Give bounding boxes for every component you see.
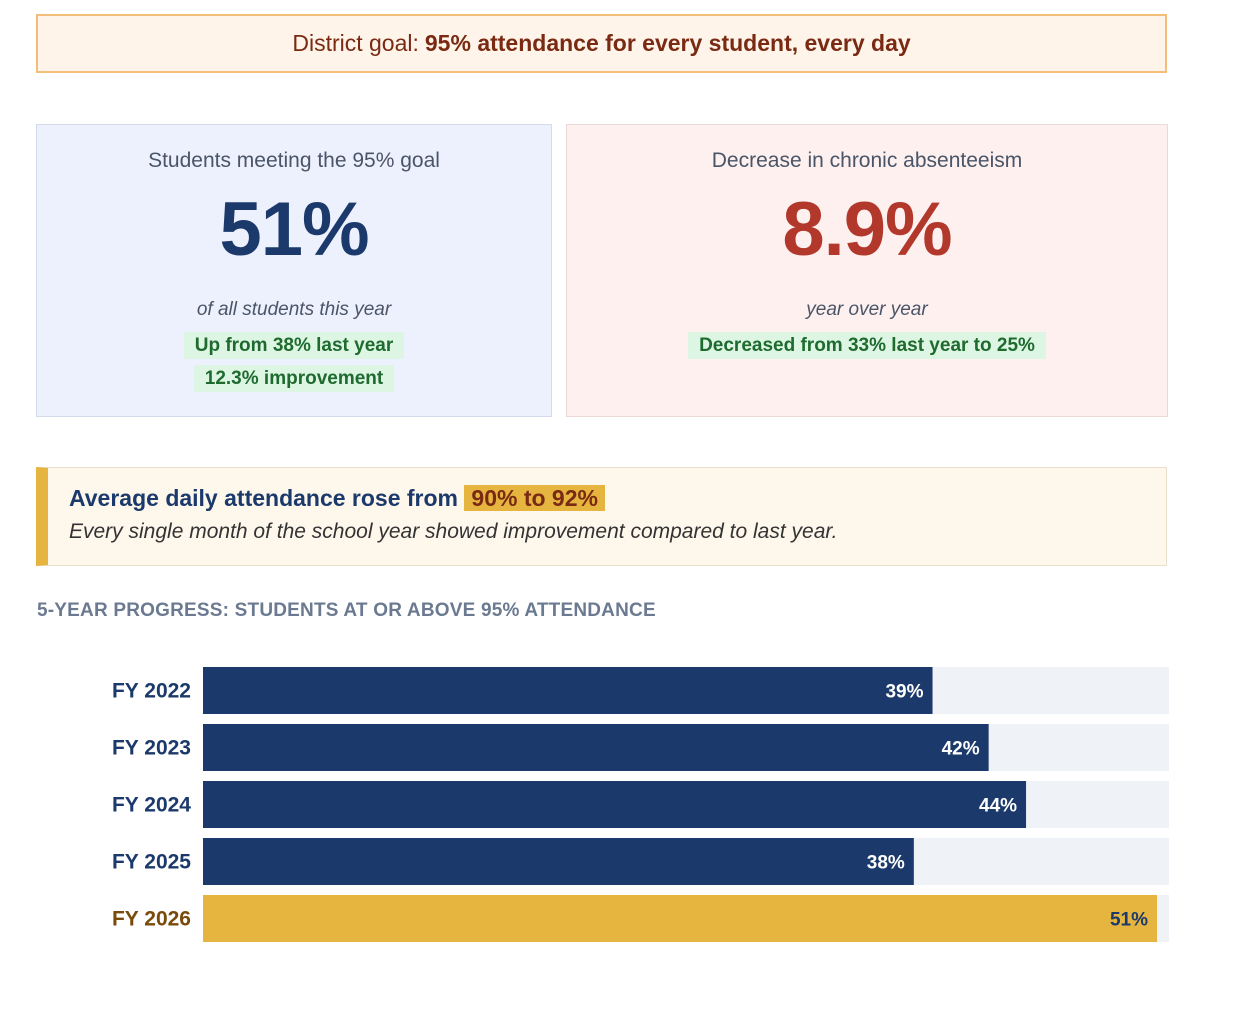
value-label: 51% (1110, 910, 1148, 931)
absenteeism-value: 8.9% (782, 187, 952, 272)
category-label: FY 2023 (112, 737, 191, 760)
progress-bar-chart: FY 2022 39% FY 2023 42% FY 2024 44% FY 2025 38%… (112, 667, 1169, 942)
bar-fy-2026 (203, 895, 1157, 942)
goal-text: 95% attendance for every student, every … (424, 30, 911, 56)
goal-label: District goal: (292, 30, 419, 56)
bar-fy-2025 (203, 838, 914, 885)
bar-fy-2024 (203, 781, 1027, 828)
category-label: FY 2026 (112, 908, 191, 931)
value-label: 44% (979, 796, 1017, 817)
value-label: 38% (867, 853, 905, 874)
callout-lead: Average daily attendance rose from (69, 485, 459, 511)
callout-body: Every single month of the school year sh… (69, 520, 838, 543)
progress-section-title: 5-YEAR PROGRESS: STUDENTS AT OR ABOVE 95… (37, 600, 656, 621)
goal-met-card: Students meeting the 95% goal 51% of all… (36, 124, 552, 417)
goal-met-subtitle: of all students this year (196, 299, 392, 320)
goal-met-improvement-badge: 12.3% improvement (193, 365, 395, 392)
goal-met-title: Students meeting the 95% goal (148, 149, 440, 172)
value-label: 39% (885, 682, 923, 703)
district-goal-banner: District goal: 95% attendance for every … (36, 14, 1167, 73)
callout-heading: Average daily attendance rose from 90% t… (69, 482, 1166, 514)
callout-highlight: 90% to 92% (464, 485, 605, 511)
absenteeism-subtitle: year over year (806, 299, 928, 320)
absenteeism-change-badge: Decreased from 33% last year to 25% (688, 332, 1046, 359)
category-label: FY 2025 (112, 851, 191, 874)
category-label: FY 2022 (112, 680, 191, 703)
absenteeism-title: Decrease in chronic absenteeism (711, 149, 1023, 172)
value-label: 42% (942, 739, 980, 760)
bar-fy-2023 (203, 724, 989, 771)
category-label: FY 2024 (112, 794, 191, 817)
goal-met-change-badge: Up from 38% last year (183, 332, 405, 359)
bar-fy-2022 (203, 667, 933, 714)
attendance-callout: Average daily attendance rose from 90% t… (36, 467, 1167, 566)
goal-met-value: 51% (219, 187, 369, 272)
absenteeism-card: Decrease in chronic absenteeism 8.9% yea… (566, 124, 1168, 417)
